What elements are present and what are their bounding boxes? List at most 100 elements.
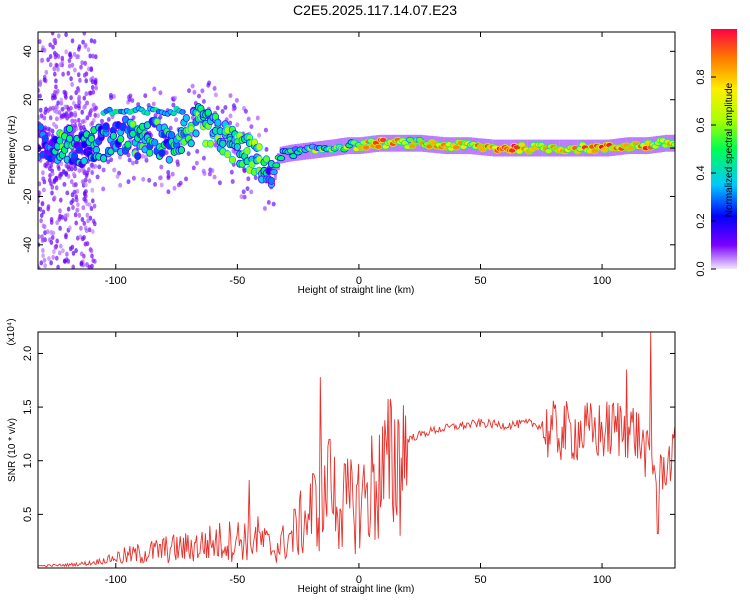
- spectrogram-speckle: [41, 253, 45, 259]
- bottom-y-tick-label: 1.0: [22, 453, 34, 468]
- spectrogram-speckle: [46, 57, 50, 63]
- spectrogram-blob: [106, 106, 113, 113]
- spectrogram-halo: [408, 134, 411, 152]
- spectrogram-speckle: [56, 100, 60, 106]
- spectrogram-halo: [381, 134, 385, 152]
- spectrogram-speckle: [50, 235, 55, 240]
- spectrogram-speckle: [67, 166, 72, 172]
- spectrogram-speckle: [71, 198, 75, 203]
- spectrogram-speckle: [81, 39, 85, 45]
- spectrogram-speckle: [49, 240, 54, 245]
- spectrogram-speckle: [94, 54, 98, 60]
- spectrogram-speckle: [159, 182, 164, 188]
- spectrogram-speckle: [151, 101, 156, 107]
- spectrogram-speckle: [55, 238, 59, 244]
- spectrogram-speckle: [60, 55, 65, 61]
- spectrogram-speckle: [54, 116, 59, 122]
- spectrogram-speckle: [80, 119, 85, 124]
- spectrogram-speckle: [82, 32, 87, 36]
- spectrogram-speckle: [271, 201, 276, 207]
- spectrogram-speckle: [246, 116, 251, 122]
- spectrogram-speckle: [91, 258, 95, 264]
- spectrogram-speckle: [87, 167, 91, 173]
- spectrogram-speckle: [201, 99, 206, 104]
- spectrogram-speckle: [61, 248, 65, 254]
- spectrogram-speckle: [74, 197, 79, 203]
- spectrogram-speckle: [66, 258, 71, 264]
- spectrogram-speckle: [80, 179, 85, 185]
- page-title: C2E5.2025.117.14.07.E23: [293, 2, 457, 18]
- spectrogram-speckle: [84, 91, 89, 97]
- spectrogram-speckle: [86, 218, 90, 224]
- spectrogram-speckle: [80, 167, 85, 173]
- spectrogram-speckle: [64, 163, 69, 169]
- spectrogram-speckle: [249, 189, 254, 195]
- spectrogram-speckle: [42, 77, 47, 83]
- spectrogram-blob: [41, 134, 49, 143]
- spectrogram-speckle: [130, 98, 135, 103]
- spectrogram-speckle: [73, 67, 77, 73]
- spectrogram-blob: [452, 144, 461, 151]
- spectrogram-speckle: [73, 212, 78, 218]
- spectrogram-speckle: [243, 108, 248, 114]
- spectrogram-blob: [262, 155, 271, 164]
- spectrogram-speckle: [141, 176, 146, 182]
- spectrogram-speckle: [73, 118, 78, 124]
- spectrogram-blob: [117, 135, 125, 144]
- spectrogram-speckle: [92, 106, 97, 112]
- spectrogram-speckle: [192, 89, 197, 95]
- spectrogram-halo: [352, 137, 356, 155]
- spectrogram-speckle: [46, 204, 51, 210]
- spectrogram-blob: [228, 155, 237, 164]
- spectrogram-speckle: [235, 122, 240, 128]
- spectrogram-halo: [282, 146, 286, 163]
- spectrogram-speckle: [96, 113, 100, 118]
- spectrogram-speckle: [49, 219, 54, 225]
- spectrogram-speckle: [55, 63, 59, 69]
- bottom-y-tick-label: 2.0: [22, 346, 34, 361]
- spectrogram-speckle: [79, 261, 84, 267]
- snr-panel: -100 -50 0 50 100 0.5 1.0 1.5 2.0 Height of stra…: [6, 318, 676, 595]
- spectrogram-speckle: [213, 92, 218, 98]
- spectrogram-speckle: [90, 170, 94, 176]
- spectrogram-speckle: [47, 256, 51, 262]
- spectrogram-speckle: [88, 53, 92, 59]
- spectrogram-speckle: [249, 124, 254, 129]
- snr-multiplier: (x10⁴): [6, 318, 17, 345]
- spectrogram-speckle: [83, 189, 88, 194]
- colorbar-tick-label: 0.4: [695, 165, 707, 180]
- spectrogram-speckle: [65, 190, 70, 196]
- spectrogram-speckle: [126, 179, 131, 185]
- colorbar-tick-label: 0.0: [695, 261, 707, 276]
- spectrogram-speckle: [207, 171, 212, 177]
- spectrogram-speckle: [90, 187, 95, 193]
- spectrogram-speckle: [88, 215, 93, 221]
- bottom-x-tick-label: -50: [229, 574, 245, 586]
- spectrogram-speckle: [43, 125, 48, 131]
- spectrogram-speckle: [41, 187, 46, 193]
- spectrogram-speckle: [47, 131, 51, 137]
- spectrogram-halo: [378, 134, 382, 152]
- spectrogram-speckle: [79, 64, 83, 70]
- spectrogram-speckle: [41, 209, 46, 215]
- spectrogram-speckle: [42, 224, 47, 230]
- spectrogram-speckle: [77, 94, 81, 100]
- spectrogram-halo: [276, 153, 280, 171]
- spectrogram-speckle: [77, 117, 81, 123]
- spectrogram-blob: [207, 139, 215, 148]
- spectrogram-speckle: [164, 150, 169, 156]
- spectrogram-speckle: [38, 114, 41, 120]
- spectrogram-speckle: [106, 117, 111, 122]
- spectrogram-speckle: [82, 196, 86, 202]
- spectrogram-speckle: [73, 166, 78, 172]
- spectrogram-speckle: [210, 168, 215, 174]
- spectrogram-blob: [66, 124, 74, 133]
- spectrogram-blob: [590, 147, 599, 154]
- spectrogram-speckle: [53, 244, 58, 250]
- spectrogram-speckle: [48, 42, 52, 48]
- snr-line: [38, 332, 675, 568]
- spectrogram-speckle: [56, 88, 60, 94]
- spectrogram-speckle: [73, 123, 78, 128]
- spectrogram-blob: [269, 169, 278, 176]
- spectrogram-blob: [233, 142, 241, 151]
